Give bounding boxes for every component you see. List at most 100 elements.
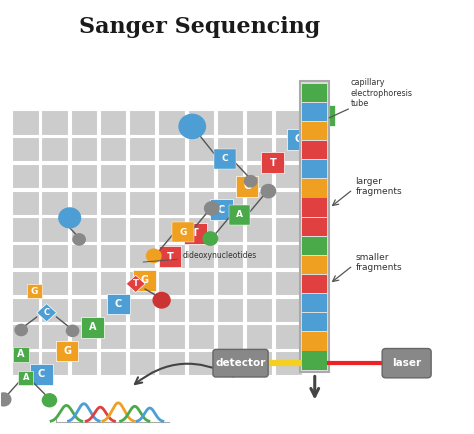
FancyBboxPatch shape	[129, 244, 155, 268]
Circle shape	[205, 202, 219, 215]
FancyBboxPatch shape	[71, 244, 97, 268]
FancyBboxPatch shape	[210, 200, 233, 220]
FancyBboxPatch shape	[188, 244, 214, 268]
FancyBboxPatch shape	[246, 244, 273, 268]
Text: A: A	[89, 322, 97, 332]
FancyBboxPatch shape	[129, 324, 155, 349]
FancyBboxPatch shape	[246, 111, 273, 135]
Text: T: T	[269, 158, 276, 168]
FancyBboxPatch shape	[217, 164, 243, 188]
FancyBboxPatch shape	[41, 324, 68, 349]
FancyBboxPatch shape	[71, 298, 97, 322]
Bar	[302, 103, 327, 121]
Polygon shape	[126, 275, 145, 293]
Bar	[302, 256, 327, 274]
FancyBboxPatch shape	[188, 351, 214, 375]
FancyBboxPatch shape	[30, 364, 53, 385]
Bar	[302, 160, 327, 178]
Text: A: A	[23, 373, 29, 382]
Bar	[302, 217, 327, 236]
Circle shape	[179, 115, 205, 138]
FancyBboxPatch shape	[71, 271, 97, 295]
FancyBboxPatch shape	[275, 191, 301, 215]
FancyBboxPatch shape	[382, 349, 431, 378]
Text: A: A	[236, 210, 243, 219]
FancyBboxPatch shape	[172, 222, 194, 242]
FancyBboxPatch shape	[12, 351, 38, 375]
FancyBboxPatch shape	[188, 271, 214, 295]
Text: T: T	[192, 228, 199, 238]
FancyBboxPatch shape	[188, 324, 214, 349]
Text: detector: detector	[215, 358, 266, 368]
FancyBboxPatch shape	[100, 137, 126, 161]
FancyBboxPatch shape	[158, 324, 185, 349]
FancyBboxPatch shape	[12, 244, 38, 268]
Circle shape	[146, 249, 161, 263]
FancyBboxPatch shape	[41, 111, 68, 135]
FancyBboxPatch shape	[158, 244, 185, 268]
FancyBboxPatch shape	[159, 247, 181, 267]
Text: C: C	[222, 154, 228, 163]
FancyBboxPatch shape	[129, 271, 155, 295]
FancyBboxPatch shape	[12, 164, 38, 188]
Circle shape	[245, 176, 257, 187]
FancyBboxPatch shape	[158, 351, 185, 375]
FancyBboxPatch shape	[217, 111, 243, 135]
FancyBboxPatch shape	[71, 164, 97, 188]
FancyBboxPatch shape	[82, 317, 104, 338]
FancyBboxPatch shape	[214, 149, 236, 169]
FancyBboxPatch shape	[71, 191, 97, 215]
FancyBboxPatch shape	[217, 244, 243, 268]
FancyBboxPatch shape	[129, 164, 155, 188]
FancyBboxPatch shape	[41, 191, 68, 215]
Text: laser: laser	[392, 358, 421, 368]
Text: Sanger Sequencing: Sanger Sequencing	[79, 16, 320, 39]
FancyBboxPatch shape	[129, 111, 155, 135]
FancyBboxPatch shape	[275, 271, 301, 295]
FancyBboxPatch shape	[217, 191, 243, 215]
FancyBboxPatch shape	[236, 176, 258, 197]
FancyBboxPatch shape	[262, 152, 284, 173]
Text: capillary
electrophoresis
tube: capillary electrophoresis tube	[351, 79, 412, 108]
FancyBboxPatch shape	[158, 191, 185, 215]
FancyBboxPatch shape	[13, 347, 29, 362]
FancyBboxPatch shape	[129, 298, 155, 322]
FancyBboxPatch shape	[100, 271, 126, 295]
Text: C: C	[38, 369, 45, 379]
Text: T: T	[166, 252, 173, 262]
FancyBboxPatch shape	[188, 137, 214, 161]
Circle shape	[0, 393, 11, 406]
FancyBboxPatch shape	[275, 351, 301, 375]
FancyBboxPatch shape	[246, 271, 273, 295]
FancyBboxPatch shape	[158, 111, 185, 135]
Bar	[302, 198, 327, 217]
FancyBboxPatch shape	[71, 324, 97, 349]
FancyBboxPatch shape	[71, 217, 97, 242]
FancyBboxPatch shape	[275, 137, 301, 161]
FancyBboxPatch shape	[275, 217, 301, 242]
FancyBboxPatch shape	[129, 351, 155, 375]
FancyBboxPatch shape	[100, 244, 126, 268]
FancyBboxPatch shape	[275, 111, 301, 135]
FancyBboxPatch shape	[300, 81, 329, 372]
Circle shape	[203, 232, 218, 245]
Circle shape	[15, 324, 27, 335]
FancyBboxPatch shape	[27, 284, 42, 298]
FancyBboxPatch shape	[246, 191, 273, 215]
Text: G: G	[140, 275, 148, 286]
FancyBboxPatch shape	[12, 111, 38, 135]
FancyBboxPatch shape	[188, 298, 214, 322]
FancyBboxPatch shape	[71, 137, 97, 161]
FancyBboxPatch shape	[41, 137, 68, 161]
FancyBboxPatch shape	[12, 271, 38, 295]
FancyBboxPatch shape	[275, 324, 301, 349]
FancyBboxPatch shape	[100, 191, 126, 215]
Bar	[302, 352, 327, 370]
FancyBboxPatch shape	[246, 351, 273, 375]
FancyBboxPatch shape	[100, 111, 126, 135]
FancyBboxPatch shape	[133, 270, 155, 291]
FancyBboxPatch shape	[71, 351, 97, 375]
Text: C: C	[295, 134, 302, 144]
FancyBboxPatch shape	[100, 324, 126, 349]
Bar	[302, 237, 327, 255]
